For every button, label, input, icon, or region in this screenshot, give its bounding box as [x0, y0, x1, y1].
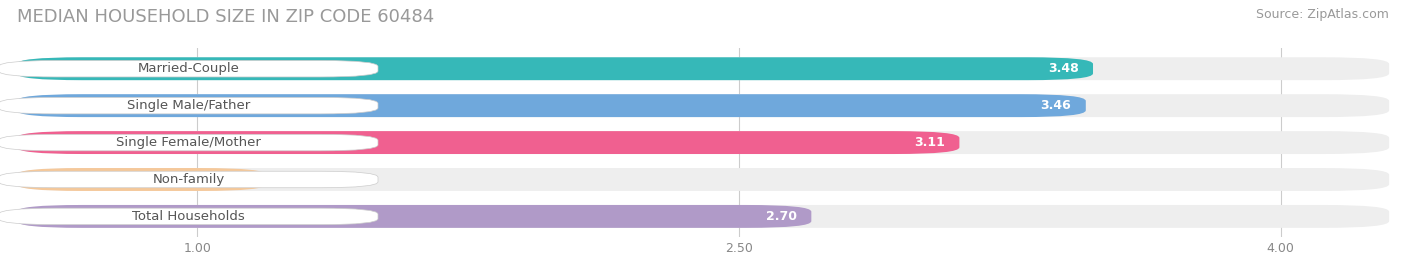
FancyBboxPatch shape	[17, 94, 1389, 117]
Text: Married-Couple: Married-Couple	[138, 62, 239, 75]
Text: 2.70: 2.70	[766, 210, 797, 223]
FancyBboxPatch shape	[0, 97, 378, 114]
FancyBboxPatch shape	[17, 57, 1389, 80]
FancyBboxPatch shape	[17, 57, 1092, 80]
FancyBboxPatch shape	[17, 131, 959, 154]
Text: Single Female/Mother: Single Female/Mother	[115, 136, 262, 149]
FancyBboxPatch shape	[17, 168, 1389, 191]
FancyBboxPatch shape	[17, 205, 811, 228]
FancyBboxPatch shape	[17, 131, 1389, 154]
FancyBboxPatch shape	[0, 171, 378, 188]
FancyBboxPatch shape	[0, 61, 378, 77]
FancyBboxPatch shape	[0, 208, 378, 225]
FancyBboxPatch shape	[0, 134, 378, 151]
Text: Single Male/Father: Single Male/Father	[127, 99, 250, 112]
Text: Total Households: Total Households	[132, 210, 245, 223]
Text: 1.19: 1.19	[221, 173, 252, 186]
FancyBboxPatch shape	[17, 94, 1085, 117]
Text: MEDIAN HOUSEHOLD SIZE IN ZIP CODE 60484: MEDIAN HOUSEHOLD SIZE IN ZIP CODE 60484	[17, 8, 434, 26]
Text: 3.11: 3.11	[914, 136, 945, 149]
Text: 3.46: 3.46	[1040, 99, 1071, 112]
FancyBboxPatch shape	[17, 205, 1389, 228]
Text: 3.48: 3.48	[1047, 62, 1078, 75]
FancyBboxPatch shape	[17, 168, 266, 191]
Text: Source: ZipAtlas.com: Source: ZipAtlas.com	[1256, 8, 1389, 21]
Text: Non-family: Non-family	[152, 173, 225, 186]
